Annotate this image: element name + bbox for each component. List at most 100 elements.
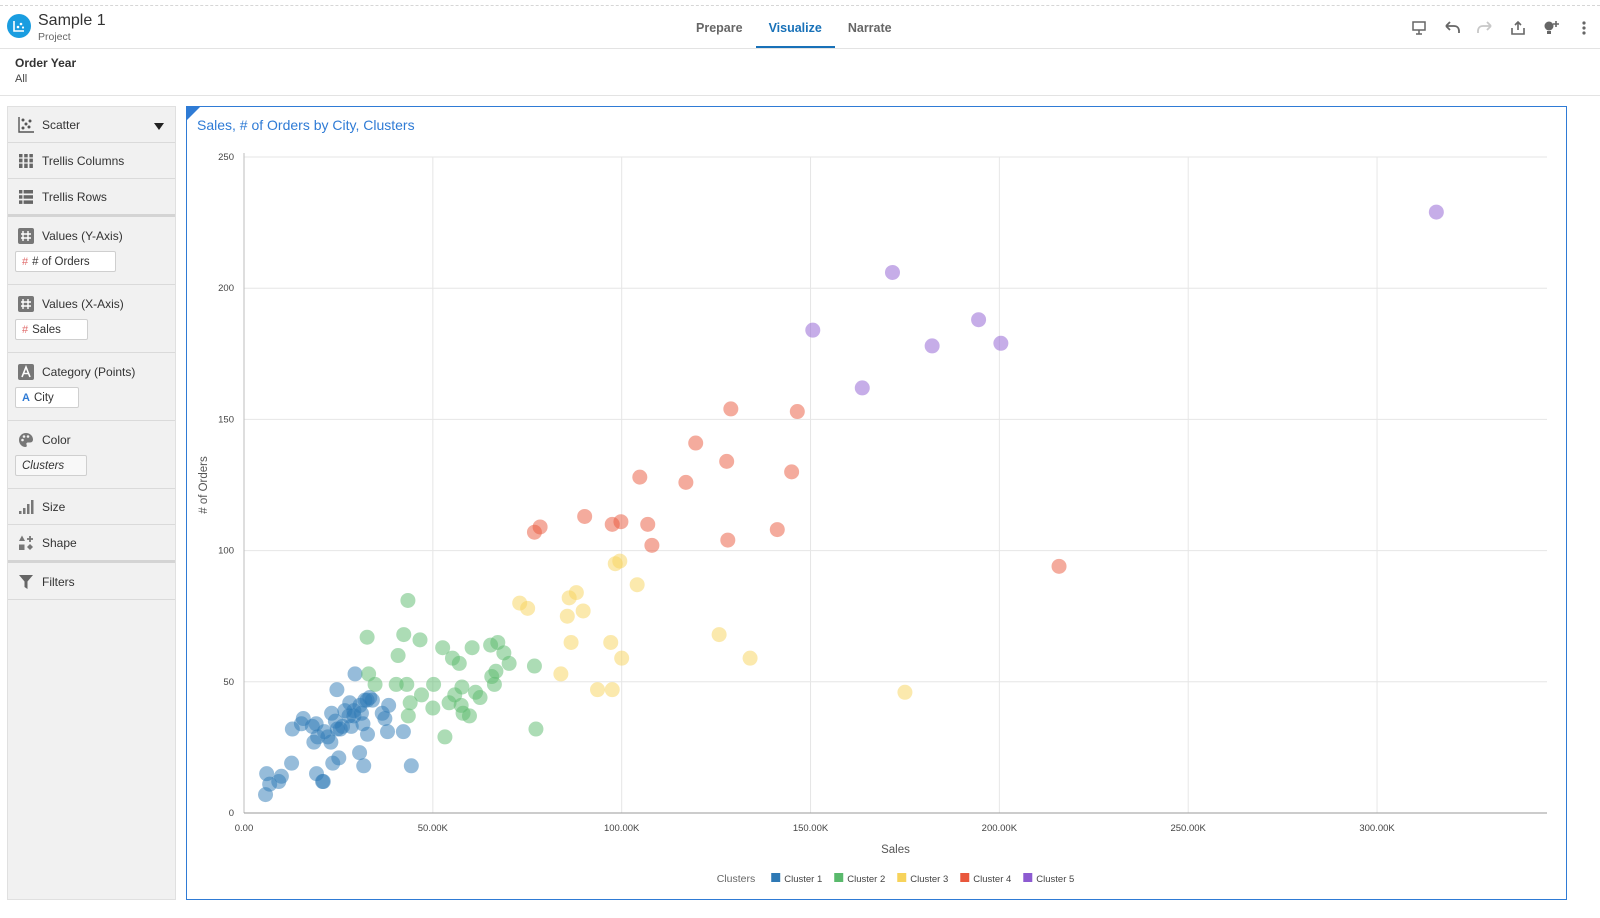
data-point-cluster-5[interactable] [924, 338, 940, 354]
data-point-cluster-2[interactable] [425, 700, 441, 716]
redo-icon[interactable] [1468, 15, 1501, 41]
data-point-cluster-1[interactable] [381, 697, 397, 713]
data-point-cluster-1[interactable] [271, 774, 287, 790]
tab-visualize[interactable]: Visualize [755, 7, 835, 48]
data-point-cluster-4[interactable] [644, 537, 660, 553]
filter-order-year-label[interactable]: Order Year [15, 56, 77, 70]
data-point-cluster-1[interactable] [395, 724, 411, 740]
data-point-cluster-2[interactable] [399, 676, 415, 692]
data-point-cluster-3[interactable] [575, 603, 591, 619]
size-drop[interactable]: Size [8, 489, 175, 524]
data-point-cluster-2[interactable] [454, 679, 470, 695]
data-point-cluster-3[interactable] [603, 634, 619, 650]
data-point-cluster-5[interactable] [1428, 204, 1444, 220]
visualization-canvas[interactable]: Sales, # of Orders by City, Clusters 0 50… [186, 106, 1567, 900]
export-icon[interactable] [1501, 15, 1534, 41]
data-point-cluster-3[interactable] [559, 608, 575, 624]
data-point-cluster-3[interactable] [614, 650, 630, 666]
data-point-cluster-1[interactable] [347, 666, 363, 682]
data-point-cluster-3[interactable] [612, 553, 628, 569]
data-point-cluster-1[interactable] [380, 724, 396, 740]
data-point-cluster-1[interactable] [352, 745, 368, 761]
data-point-cluster-4[interactable] [769, 522, 785, 538]
y-axis-pill[interactable]: # # of Orders [15, 251, 116, 272]
data-point-cluster-4[interactable] [532, 519, 548, 535]
data-point-cluster-3[interactable] [563, 634, 579, 650]
chart-type-selector[interactable]: Scatter [8, 107, 175, 142]
data-point-cluster-1[interactable] [331, 750, 347, 766]
data-point-cluster-2[interactable] [488, 663, 504, 679]
shape-drop[interactable]: Shape [8, 525, 175, 560]
scatter-chart[interactable]: 0 50 100 150 200 250 0.00 50.00K 100.00K 150.00K 2… [187, 107, 1566, 899]
x-axis-pill[interactable]: # Sales [15, 319, 88, 340]
color-drop[interactable]: Color [8, 429, 175, 451]
data-point-cluster-1[interactable] [323, 734, 339, 750]
tab-narrate[interactable]: Narrate [847, 21, 892, 35]
data-point-cluster-2[interactable] [412, 632, 428, 648]
data-point-cluster-4[interactable] [688, 435, 704, 451]
data-point-cluster-1[interactable] [356, 758, 372, 774]
data-point-cluster-2[interactable] [388, 676, 404, 692]
data-point-cluster-5[interactable] [854, 380, 870, 396]
data-point-cluster-2[interactable] [451, 655, 467, 671]
tab-prepare[interactable]: Prepare [696, 21, 743, 35]
data-point-cluster-1[interactable] [284, 755, 300, 771]
category-drop[interactable]: Category (Points) [8, 361, 175, 383]
data-point-cluster-2[interactable] [435, 640, 451, 656]
data-point-cluster-2[interactable] [526, 658, 542, 674]
data-point-cluster-5[interactable] [993, 335, 1009, 351]
data-point-cluster-5[interactable] [971, 312, 987, 328]
data-point-cluster-4[interactable] [640, 516, 656, 532]
data-point-cluster-4[interactable] [784, 464, 800, 480]
data-point-cluster-2[interactable] [359, 629, 375, 645]
data-point-cluster-1[interactable] [315, 774, 331, 790]
data-point-cluster-2[interactable] [402, 695, 418, 711]
data-point-cluster-4[interactable] [719, 453, 735, 469]
data-point-cluster-1[interactable] [329, 682, 345, 698]
data-point-cluster-2[interactable] [437, 729, 453, 745]
x-axis-drop[interactable]: Values (X-Axis) [8, 293, 175, 315]
data-point-cluster-4[interactable] [720, 532, 736, 548]
data-point-cluster-5[interactable] [884, 264, 900, 280]
data-point-cluster-1[interactable] [360, 726, 376, 742]
data-point-cluster-3[interactable] [604, 682, 620, 698]
data-point-cluster-3[interactable] [711, 627, 727, 643]
data-point-cluster-5[interactable] [805, 322, 821, 338]
data-point-cluster-3[interactable] [897, 684, 913, 700]
data-point-cluster-1[interactable] [377, 711, 393, 727]
data-point-cluster-2[interactable] [472, 690, 488, 706]
trellis-columns-drop[interactable]: Trellis Columns [8, 143, 175, 178]
data-point-cluster-4[interactable] [678, 474, 694, 490]
filters-drop[interactable]: Filters [8, 564, 175, 599]
data-point-cluster-3[interactable] [629, 577, 645, 593]
data-point-cluster-2[interactable] [367, 676, 383, 692]
category-pill[interactable]: A City [15, 387, 79, 408]
present-icon[interactable] [1402, 15, 1435, 41]
data-point-cluster-2[interactable] [464, 640, 480, 656]
trellis-rows-drop[interactable]: Trellis Rows [8, 179, 175, 214]
data-point-cluster-2[interactable] [426, 676, 442, 692]
data-point-cluster-2[interactable] [486, 676, 502, 692]
data-point-cluster-3[interactable] [568, 585, 584, 601]
data-point-cluster-2[interactable] [400, 592, 416, 608]
add-insight-icon[interactable] [1534, 15, 1567, 41]
data-point-cluster-4[interactable] [1051, 558, 1067, 574]
project-logo-icon[interactable] [7, 14, 31, 38]
chevron-down-icon[interactable] [154, 120, 164, 134]
data-point-cluster-2[interactable] [528, 721, 544, 737]
data-point-cluster-2[interactable] [461, 708, 477, 724]
data-point-cluster-3[interactable] [553, 666, 569, 682]
color-pill[interactable]: Clusters [15, 455, 87, 476]
data-point-cluster-2[interactable] [414, 687, 430, 703]
data-point-cluster-2[interactable] [390, 648, 406, 664]
data-point-cluster-3[interactable] [520, 600, 536, 616]
data-point-cluster-1[interactable] [403, 758, 419, 774]
data-point-cluster-3[interactable] [590, 682, 606, 698]
data-point-cluster-2[interactable] [400, 708, 416, 724]
undo-icon[interactable] [1435, 15, 1468, 41]
data-point-cluster-3[interactable] [742, 650, 758, 666]
data-point-cluster-4[interactable] [577, 508, 593, 524]
data-point-cluster-2[interactable] [396, 627, 412, 643]
data-point-cluster-4[interactable] [789, 404, 805, 420]
y-axis-drop[interactable]: Values (Y-Axis) [8, 225, 175, 247]
